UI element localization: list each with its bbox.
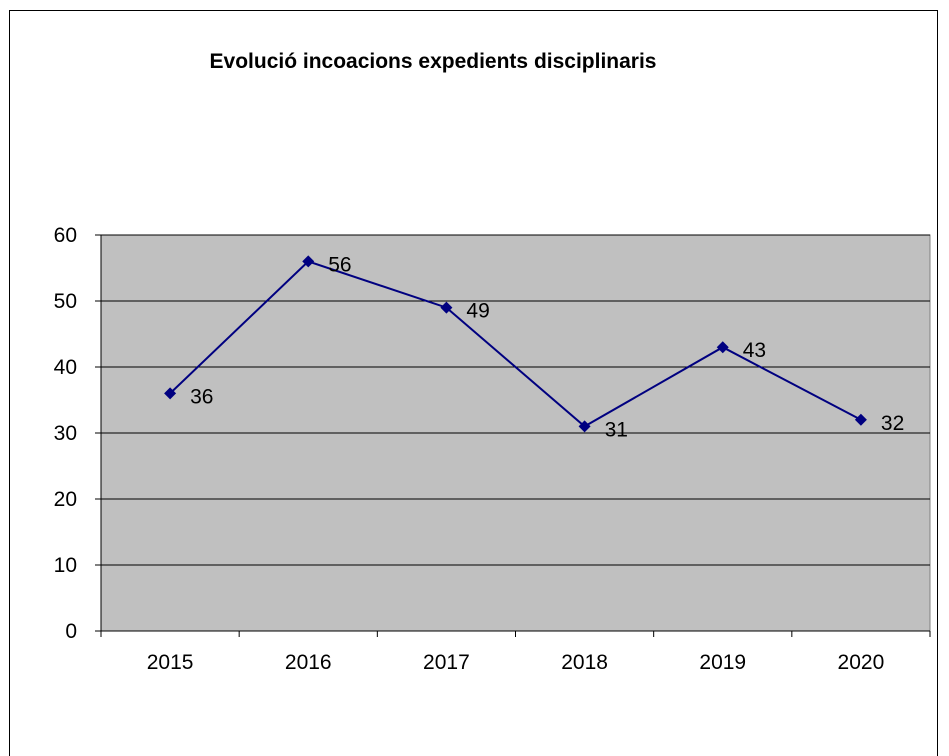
grid-lines: [101, 234, 930, 566]
data-labels: 36 56 49 31 43 32: [190, 253, 904, 441]
data-label: 36: [190, 385, 213, 408]
y-tick-label: 10: [54, 554, 77, 577]
chart-title: Evolució incoacions expedients disciplin…: [210, 50, 657, 73]
y-tick-label: 30: [54, 422, 77, 445]
y-tick-label: 60: [54, 224, 77, 247]
data-label: 43: [743, 339, 766, 362]
data-point-marker: [854, 413, 867, 426]
data-label: 56: [328, 253, 351, 276]
x-tick-label: 2017: [423, 651, 470, 674]
y-tick-label: 40: [54, 356, 77, 379]
data-point-marker: [578, 420, 591, 433]
series-line: [169, 260, 862, 428]
series: [164, 255, 867, 433]
data-point-marker: [716, 341, 729, 354]
x-axis-ticks: 2015 2016 2017 2018 2019 2020: [100, 631, 931, 674]
y-tick-label: 20: [54, 488, 77, 511]
y-tick-label: 50: [54, 290, 77, 313]
x-tick-label: 2019: [699, 651, 746, 674]
y-axis-ticks: 0 10 20 30 40 50 60: [54, 224, 101, 643]
x-tick-label: 2020: [838, 651, 885, 674]
data-label: 49: [466, 300, 489, 323]
data-point-marker: [440, 301, 453, 314]
data-label: 31: [605, 418, 628, 441]
data-label: 32: [881, 412, 904, 435]
x-tick-label: 2016: [285, 651, 332, 674]
x-tick-label: 2015: [147, 651, 194, 674]
data-point-marker: [164, 387, 177, 400]
y-tick-label: 0: [65, 620, 77, 643]
data-point-marker: [302, 255, 315, 268]
x-tick-label: 2018: [561, 651, 608, 674]
